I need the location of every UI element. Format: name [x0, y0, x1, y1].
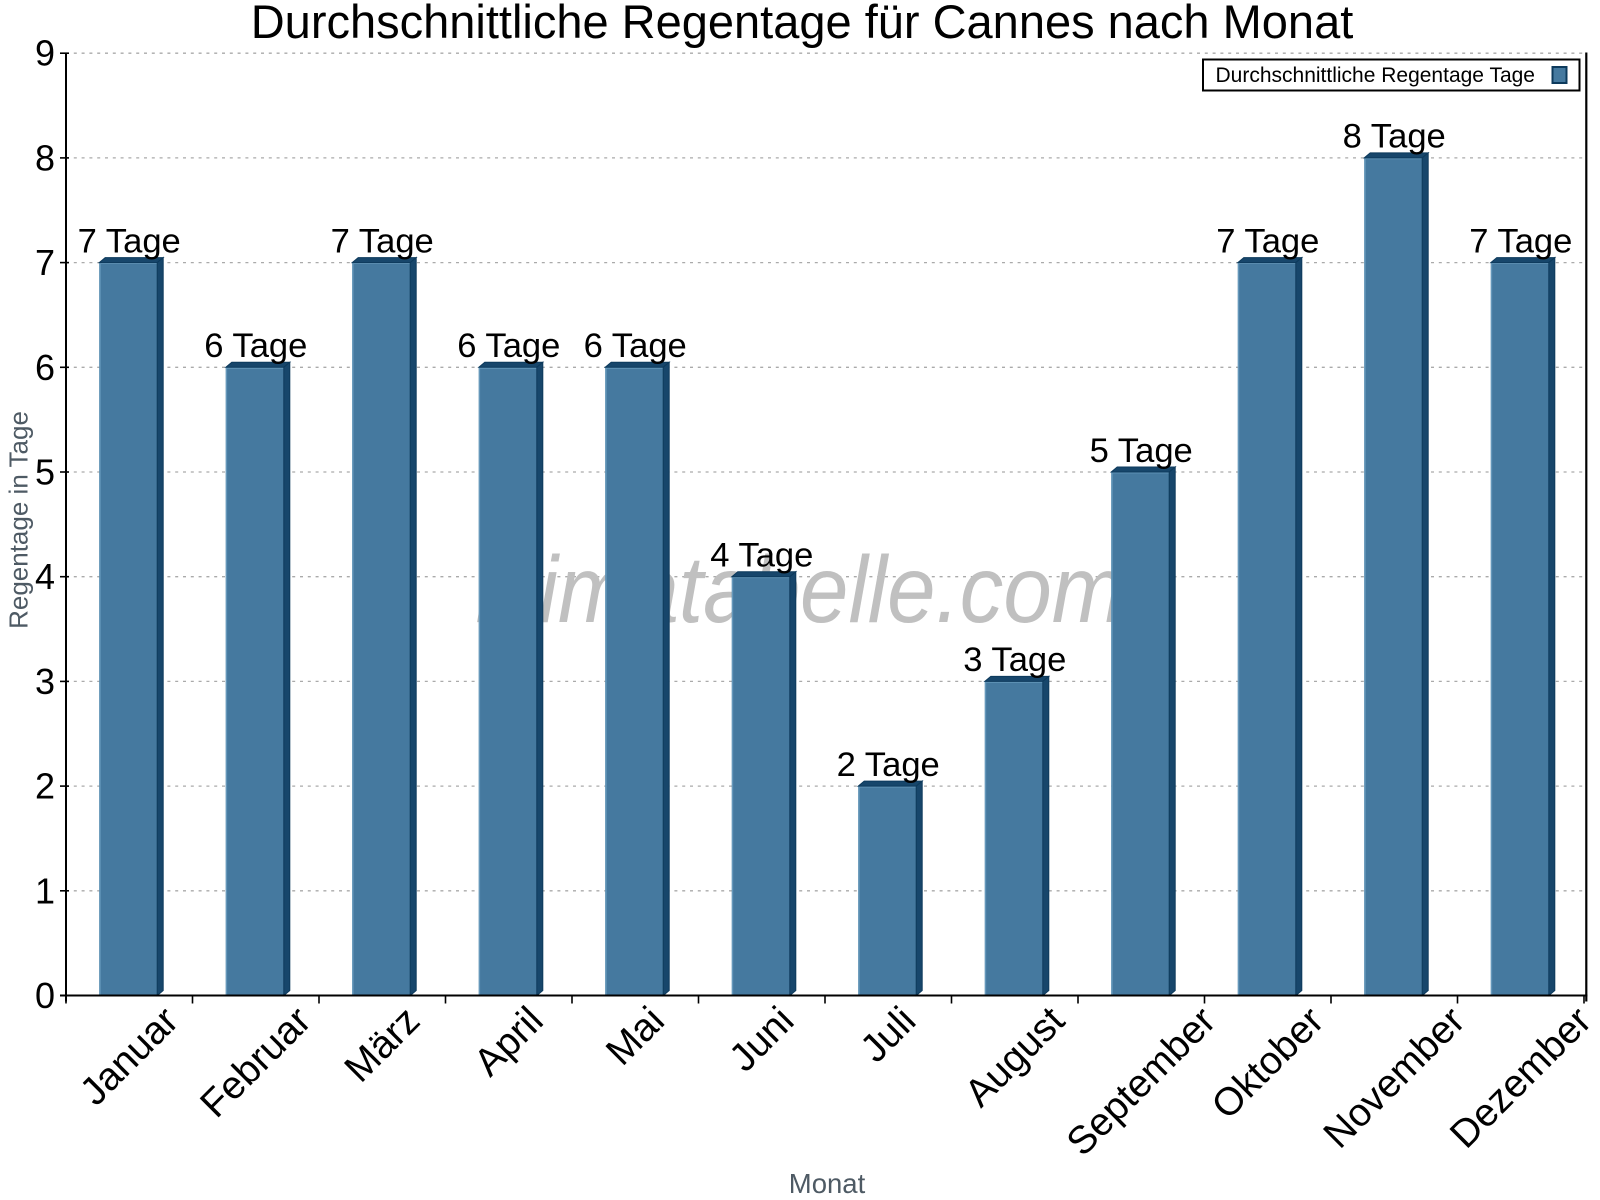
svg-text:klimatabelle.com: klimatabelle.com — [476, 537, 1125, 643]
svg-text:1: 1 — [35, 870, 55, 911]
svg-text:2: 2 — [35, 766, 55, 807]
svg-text:6 Tage: 6 Tage — [584, 327, 687, 365]
svg-text:5 Tage: 5 Tage — [1090, 432, 1193, 470]
svg-text:7 Tage: 7 Tage — [78, 222, 181, 260]
svg-text:4: 4 — [35, 556, 55, 597]
svg-text:6 Tage: 6 Tage — [457, 327, 560, 365]
svg-text:7 Tage: 7 Tage — [331, 222, 434, 260]
svg-text:6 Tage: 6 Tage — [204, 327, 307, 365]
svg-text:7: 7 — [35, 242, 55, 283]
svg-text:8 Tage: 8 Tage — [1343, 118, 1446, 156]
svg-text:Monat: Monat — [789, 1168, 866, 1199]
svg-text:6: 6 — [35, 347, 55, 388]
svg-text:7 Tage: 7 Tage — [1469, 222, 1572, 260]
svg-text:8: 8 — [35, 137, 55, 178]
svg-text:4 Tage: 4 Tage — [710, 537, 813, 575]
svg-text:9: 9 — [35, 33, 55, 74]
svg-text:3 Tage: 3 Tage — [963, 641, 1066, 679]
svg-text:2 Tage: 2 Tage — [837, 746, 940, 784]
svg-text:5: 5 — [35, 452, 55, 493]
svg-text:Durchschnittliche Regentage Ta: Durchschnittliche Regentage Tage — [1216, 64, 1535, 87]
svg-text:3: 3 — [35, 661, 55, 702]
svg-text:Durchschnittliche Regentage fü: Durchschnittliche Regentage für Cannes n… — [251, 0, 1354, 48]
svg-text:Regentage in Tage: Regentage in Tage — [4, 411, 34, 629]
svg-text:7 Tage: 7 Tage — [1216, 222, 1319, 260]
svg-text:0: 0 — [35, 975, 55, 1016]
